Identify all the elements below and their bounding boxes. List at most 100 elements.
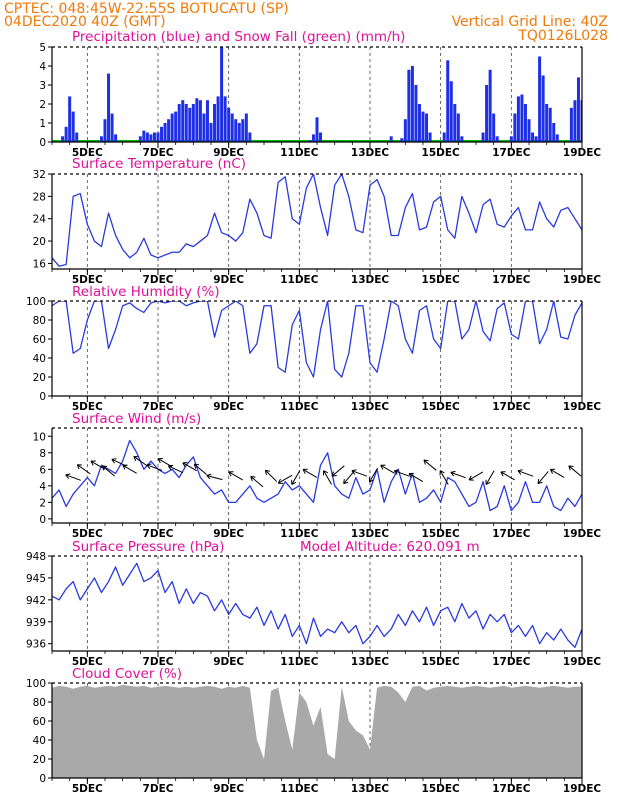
wind-arrow-head bbox=[393, 469, 400, 475]
precip-bar bbox=[516, 96, 520, 142]
wind-ytick-label: 8 bbox=[39, 448, 46, 460]
precip-bar bbox=[460, 136, 464, 142]
wind-arrow bbox=[439, 470, 449, 485]
precip-bar bbox=[315, 117, 319, 142]
precip-bar bbox=[213, 104, 217, 142]
precip-ytick-label: 1 bbox=[39, 118, 46, 130]
precip-bar bbox=[509, 136, 513, 142]
precip-bar bbox=[110, 113, 114, 142]
temp-xtick-label: 17DEC bbox=[492, 274, 531, 286]
precip-bar bbox=[230, 113, 234, 142]
cloud-xtick-label: 15DEC bbox=[422, 783, 461, 795]
precip-bar bbox=[407, 69, 411, 142]
precip-bar bbox=[145, 132, 149, 142]
precip-panel-title: Precipitation (blue) and Snow Fall (gree… bbox=[72, 29, 405, 45]
wind-arrow bbox=[368, 467, 378, 483]
wind-data bbox=[52, 439, 582, 512]
wind-arrow bbox=[343, 471, 355, 485]
wind-arrow-head bbox=[146, 463, 152, 469]
wind-ytick-label: 6 bbox=[39, 464, 46, 476]
pressure-xtick-label: 17DEC bbox=[492, 656, 531, 668]
precip-bar bbox=[202, 113, 206, 142]
temp-xtick-label: 19DEC bbox=[563, 274, 602, 286]
temp-ytick-label: 20 bbox=[33, 236, 46, 248]
precip-bar bbox=[234, 119, 238, 142]
wind-arrow-shaft bbox=[193, 463, 207, 475]
wind-arrow-head bbox=[368, 477, 374, 483]
wind-arrow-head bbox=[122, 464, 128, 470]
wind-arrow-head bbox=[90, 460, 96, 466]
wind-arrow-head bbox=[423, 459, 429, 465]
wind-arrow bbox=[393, 469, 410, 477]
model-code: TQ0126L028 bbox=[517, 28, 608, 44]
wind-arrow-head bbox=[206, 473, 212, 480]
wind-arrow-shaft bbox=[146, 464, 163, 471]
precip-bar bbox=[170, 113, 174, 142]
temp-xtick-label: 5DEC bbox=[72, 274, 103, 286]
wind-arrow bbox=[568, 465, 582, 477]
temp-xtick-label: 15DEC bbox=[422, 274, 461, 286]
humidity-xtick-label: 7DEC bbox=[143, 401, 174, 413]
precip-bar bbox=[216, 96, 220, 142]
temp-panel-title: Surface Temperature (nC) bbox=[72, 156, 246, 172]
precip-bar bbox=[421, 111, 425, 142]
wind-arrow-head bbox=[468, 475, 474, 481]
cloud-xtick-label: 9DEC bbox=[213, 783, 244, 795]
precip-bar bbox=[573, 100, 577, 142]
wind-arrow-shaft bbox=[102, 465, 115, 477]
pressure-ytick-label: 942 bbox=[26, 595, 46, 607]
wind-xtick-label: 15DEC bbox=[422, 528, 461, 540]
pressure-ytick-label: 939 bbox=[26, 617, 46, 629]
wind-arrow-shaft bbox=[250, 476, 264, 488]
precip-xtick-label: 5DEC bbox=[72, 147, 103, 159]
precip-bar bbox=[538, 56, 542, 142]
precip-ytick-label: 4 bbox=[39, 61, 46, 73]
humidity-ytick-label: 80 bbox=[33, 315, 46, 327]
humidity-ytick-label: 0 bbox=[39, 391, 46, 403]
run-date: 04DEC2020 40Z (GMT) bbox=[4, 14, 166, 30]
cloud-ytick-label: 60 bbox=[33, 716, 46, 728]
precip-bar bbox=[569, 107, 573, 142]
precip-bar bbox=[181, 100, 185, 142]
wind-arrow-head bbox=[343, 478, 349, 485]
pressure-xtick-label: 19DEC bbox=[563, 656, 602, 668]
cloud-xtick-label: 11DEC bbox=[280, 783, 319, 795]
precip-bar bbox=[227, 107, 231, 142]
precip-bar bbox=[488, 69, 492, 142]
cloud-panel-title: Cloud Cover (%) bbox=[72, 666, 182, 682]
precip-bar bbox=[492, 113, 496, 142]
humidity-xtick-label: 17DEC bbox=[492, 401, 531, 413]
precip-bar bbox=[198, 100, 202, 142]
wind-arrow-shaft bbox=[302, 469, 318, 478]
humidity-ytick-label: 40 bbox=[33, 353, 46, 365]
wind-arrow-shaft bbox=[517, 470, 534, 477]
wind-arrow bbox=[167, 464, 184, 474]
wind-arrow-shaft bbox=[133, 456, 148, 467]
precip-bar bbox=[531, 132, 535, 142]
precip-bar bbox=[425, 113, 429, 142]
wind-arrow bbox=[549, 468, 565, 478]
cloud-ytick-label: 20 bbox=[33, 754, 46, 766]
precip-ytick-label: 3 bbox=[39, 80, 46, 92]
humidity-xtick-label: 13DEC bbox=[351, 401, 390, 413]
humidity-panel-title: Relative Humidity (%) bbox=[72, 284, 220, 300]
wind-arrow bbox=[264, 469, 278, 482]
pressure-line bbox=[52, 562, 582, 648]
cloud-ytick-label: 100 bbox=[26, 678, 46, 690]
wind-arrow-head bbox=[111, 458, 117, 464]
precip-bar bbox=[142, 130, 146, 142]
precip-bar bbox=[552, 123, 556, 142]
cloud-xtick-label: 17DEC bbox=[492, 783, 531, 795]
humidity-panel: 0 20 40 60 80 100 5DEC 7DEC 9DEC 11DEC 13DEC 15DEC 1… bbox=[26, 296, 601, 413]
precip-bar bbox=[453, 104, 457, 142]
wind-arrow-head bbox=[380, 464, 386, 470]
temp-data bbox=[52, 174, 582, 267]
precip-bar bbox=[244, 113, 248, 142]
pressure-xtick-label: 15DEC bbox=[422, 656, 461, 668]
wind-arrow-head bbox=[537, 478, 543, 485]
precip-bar bbox=[223, 96, 227, 142]
precip-bar bbox=[174, 111, 178, 142]
temp-line bbox=[52, 174, 582, 267]
precip-bar bbox=[61, 136, 65, 142]
precip-bar bbox=[555, 134, 559, 142]
